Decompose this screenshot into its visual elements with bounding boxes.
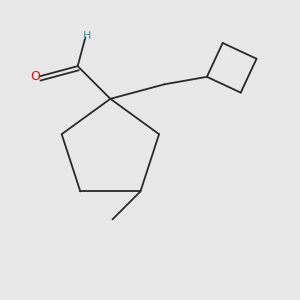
Text: H: H	[83, 31, 91, 41]
Text: O: O	[31, 70, 40, 83]
